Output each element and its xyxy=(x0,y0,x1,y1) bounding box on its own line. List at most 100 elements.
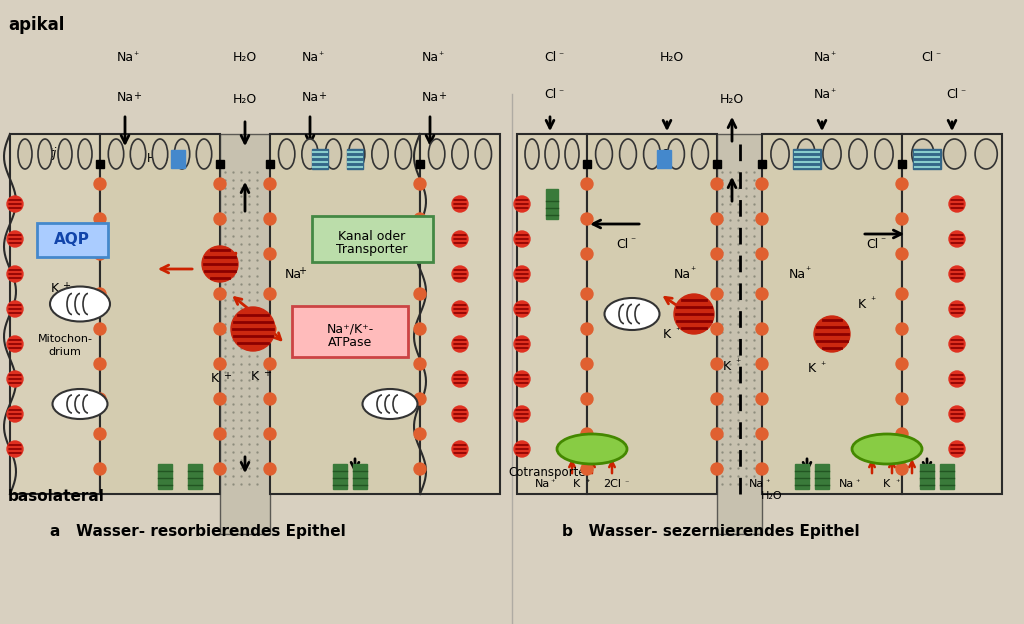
Ellipse shape xyxy=(644,139,660,169)
FancyBboxPatch shape xyxy=(902,134,1002,494)
Text: Na: Na xyxy=(788,268,806,281)
Circle shape xyxy=(214,213,226,225)
Circle shape xyxy=(7,371,23,387)
Circle shape xyxy=(581,248,593,260)
Text: K: K xyxy=(723,359,731,373)
Ellipse shape xyxy=(109,139,124,169)
Ellipse shape xyxy=(153,139,168,169)
Circle shape xyxy=(7,196,23,212)
Circle shape xyxy=(214,463,226,475)
Text: Kanal oder: Kanal oder xyxy=(338,230,406,243)
Circle shape xyxy=(949,336,965,352)
Text: a   Wasser- resorbierendes Epithel: a Wasser- resorbierendes Epithel xyxy=(50,524,346,539)
Ellipse shape xyxy=(565,139,579,169)
FancyBboxPatch shape xyxy=(10,134,100,494)
FancyBboxPatch shape xyxy=(762,134,902,494)
Circle shape xyxy=(581,393,593,405)
Bar xyxy=(546,189,558,219)
Ellipse shape xyxy=(78,139,92,169)
Text: Cl: Cl xyxy=(866,238,879,250)
Ellipse shape xyxy=(849,139,867,169)
FancyBboxPatch shape xyxy=(517,134,587,494)
Text: K: K xyxy=(808,363,816,376)
Circle shape xyxy=(214,288,226,300)
Bar xyxy=(940,464,954,489)
Circle shape xyxy=(264,178,276,190)
Circle shape xyxy=(949,441,965,457)
Bar xyxy=(347,149,362,169)
Text: ⁺: ⁺ xyxy=(765,478,769,487)
Text: Mitochon-: Mitochon- xyxy=(38,334,92,344)
Circle shape xyxy=(896,178,908,190)
Bar xyxy=(333,464,347,489)
Circle shape xyxy=(514,196,530,212)
Circle shape xyxy=(452,441,468,457)
Circle shape xyxy=(264,463,276,475)
Circle shape xyxy=(514,231,530,247)
Text: K: K xyxy=(211,373,219,386)
Circle shape xyxy=(414,463,426,475)
Text: Na: Na xyxy=(750,479,765,489)
Bar xyxy=(898,160,906,168)
Circle shape xyxy=(414,248,426,260)
Text: Na: Na xyxy=(301,91,318,104)
Text: Na⁺/K⁺-: Na⁺/K⁺- xyxy=(327,323,374,336)
FancyBboxPatch shape xyxy=(587,134,717,494)
Circle shape xyxy=(414,178,426,190)
Ellipse shape xyxy=(452,139,468,169)
Text: K: K xyxy=(51,283,59,296)
Text: H₂O: H₂O xyxy=(147,152,170,165)
Circle shape xyxy=(711,213,723,225)
Circle shape xyxy=(452,336,468,352)
Text: ⁻: ⁻ xyxy=(630,236,635,246)
Text: basolateral: basolateral xyxy=(8,489,104,504)
Circle shape xyxy=(7,336,23,352)
Circle shape xyxy=(949,196,965,212)
Text: Na: Na xyxy=(674,268,690,281)
Circle shape xyxy=(94,288,106,300)
Circle shape xyxy=(514,336,530,352)
Circle shape xyxy=(711,393,723,405)
Text: H₂O: H₂O xyxy=(720,93,744,106)
Text: Cl: Cl xyxy=(544,88,556,101)
Circle shape xyxy=(414,288,426,300)
Bar xyxy=(216,160,224,168)
Text: ⁺: ⁺ xyxy=(438,51,443,61)
Circle shape xyxy=(581,213,593,225)
Circle shape xyxy=(231,307,275,351)
Circle shape xyxy=(264,393,276,405)
Circle shape xyxy=(414,213,426,225)
Text: Na: Na xyxy=(301,51,318,64)
Circle shape xyxy=(581,463,593,475)
Ellipse shape xyxy=(557,434,627,464)
Text: Na: Na xyxy=(813,51,830,64)
Circle shape xyxy=(214,358,226,370)
Text: ⁺: ⁺ xyxy=(820,361,825,371)
Circle shape xyxy=(711,178,723,190)
Circle shape xyxy=(711,248,723,260)
Ellipse shape xyxy=(130,139,145,169)
Bar xyxy=(96,160,104,168)
Text: Na: Na xyxy=(117,91,133,104)
Text: ⁺: ⁺ xyxy=(805,266,810,276)
Circle shape xyxy=(896,358,908,370)
Ellipse shape xyxy=(852,434,922,464)
Bar xyxy=(312,149,328,169)
Circle shape xyxy=(214,393,226,405)
Circle shape xyxy=(264,428,276,440)
Circle shape xyxy=(949,371,965,387)
Ellipse shape xyxy=(348,139,365,169)
Circle shape xyxy=(414,358,426,370)
Text: ⁺: ⁺ xyxy=(690,266,695,276)
Ellipse shape xyxy=(525,139,539,169)
Circle shape xyxy=(581,288,593,300)
Circle shape xyxy=(581,178,593,190)
Circle shape xyxy=(202,246,238,282)
Text: ATPase: ATPase xyxy=(328,336,372,348)
FancyBboxPatch shape xyxy=(37,223,108,257)
Bar xyxy=(583,160,591,168)
Circle shape xyxy=(711,463,723,475)
Text: ⁺: ⁺ xyxy=(133,51,138,61)
Ellipse shape xyxy=(18,139,32,169)
Text: +: + xyxy=(223,371,231,381)
